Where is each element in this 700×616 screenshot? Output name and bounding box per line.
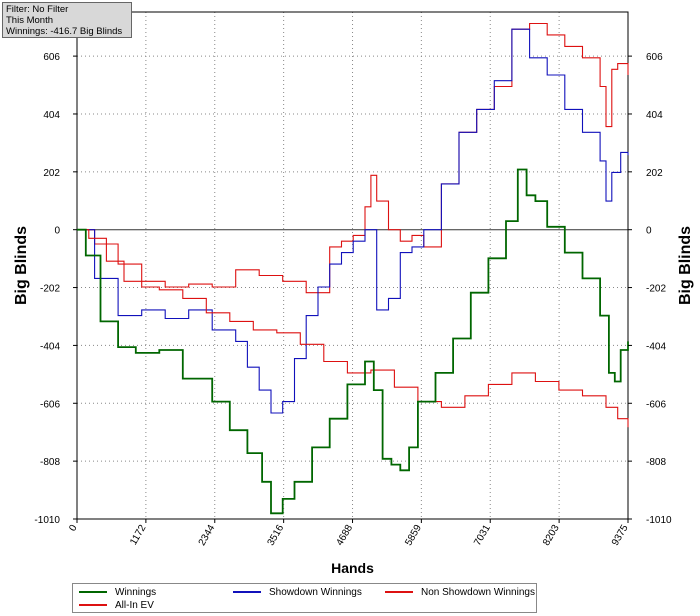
legend-label: Winnings	[115, 586, 157, 598]
legend-swatch	[385, 591, 413, 593]
legend-label: All-In EV	[115, 599, 154, 611]
x-tick-label: 0	[67, 523, 80, 534]
y-ticks-right: 606 404 202 0 -202 -404 -606 -808 -1010	[628, 52, 672, 526]
series-line-showdown-winnings	[77, 28, 629, 414]
y-tick-label-left: -404	[40, 341, 60, 352]
series-line-winnings	[77, 168, 629, 515]
series-line-all-in-ev	[77, 229, 629, 428]
y-tick-label-left: -808	[40, 457, 60, 468]
y-tick-label-right: -808	[646, 457, 666, 468]
y-tick-label-right: 0	[646, 226, 652, 237]
legend-item-non-showdown-winnings: Non Showdown Winnings	[385, 586, 535, 598]
winnings-line: Winnings: -416.7 Big Blinds	[6, 26, 123, 37]
y-tick-label-right: -606	[646, 399, 666, 410]
y-axis-label-left: Big Blinds	[13, 226, 30, 305]
y-tick-label-left: 404	[43, 110, 60, 121]
legend-label: Showdown Winnings	[269, 586, 362, 598]
y-tick-label-left: 0	[54, 226, 60, 237]
y-tick-label-left: -202	[40, 284, 60, 295]
y-ticks-left: 606 404 202 0 -202 -404 -606 -808 -1010	[34, 52, 77, 526]
legend-swatch	[233, 591, 261, 593]
legend-item-all-in-ev: All-In EV	[79, 599, 154, 611]
filter-line: Filter: No Filter	[6, 4, 69, 15]
grid-lines	[77, 12, 628, 520]
y-axis-label-right: Big Blinds	[677, 226, 694, 305]
y-tick-label-right: -202	[646, 284, 666, 295]
period-line: This Month	[6, 15, 53, 26]
filter-info-box: Filter: No Filter This Month Winnings: -…	[2, 2, 132, 38]
y-tick-label-right: 404	[646, 110, 663, 121]
y-tick-label-right: -404	[646, 341, 666, 352]
series-layer	[77, 22, 629, 515]
legend-swatch	[79, 604, 107, 606]
legend-item-winnings: Winnings	[79, 586, 156, 598]
legend-swatch	[79, 591, 107, 593]
legend: Winnings Showdown Winnings Non Showdown Wi…	[72, 583, 537, 613]
legend-item-showdown-winnings: Showdown Winnings	[233, 586, 362, 598]
y-tick-label-left: 202	[43, 168, 60, 179]
y-tick-label-right: -1010	[646, 515, 672, 526]
y-tick-label-right: 606	[646, 52, 663, 63]
y-tick-label-left: 606	[43, 52, 60, 63]
y-tick-label-left: -1010	[34, 515, 60, 526]
y-tick-label-right: 202	[646, 168, 663, 179]
y-tick-label-left: -606	[40, 399, 60, 410]
x-axis-label: Hands	[331, 560, 374, 576]
legend-label: Non Showdown Winnings	[421, 586, 535, 598]
series-line-non-showdown-winnings	[77, 22, 629, 294]
